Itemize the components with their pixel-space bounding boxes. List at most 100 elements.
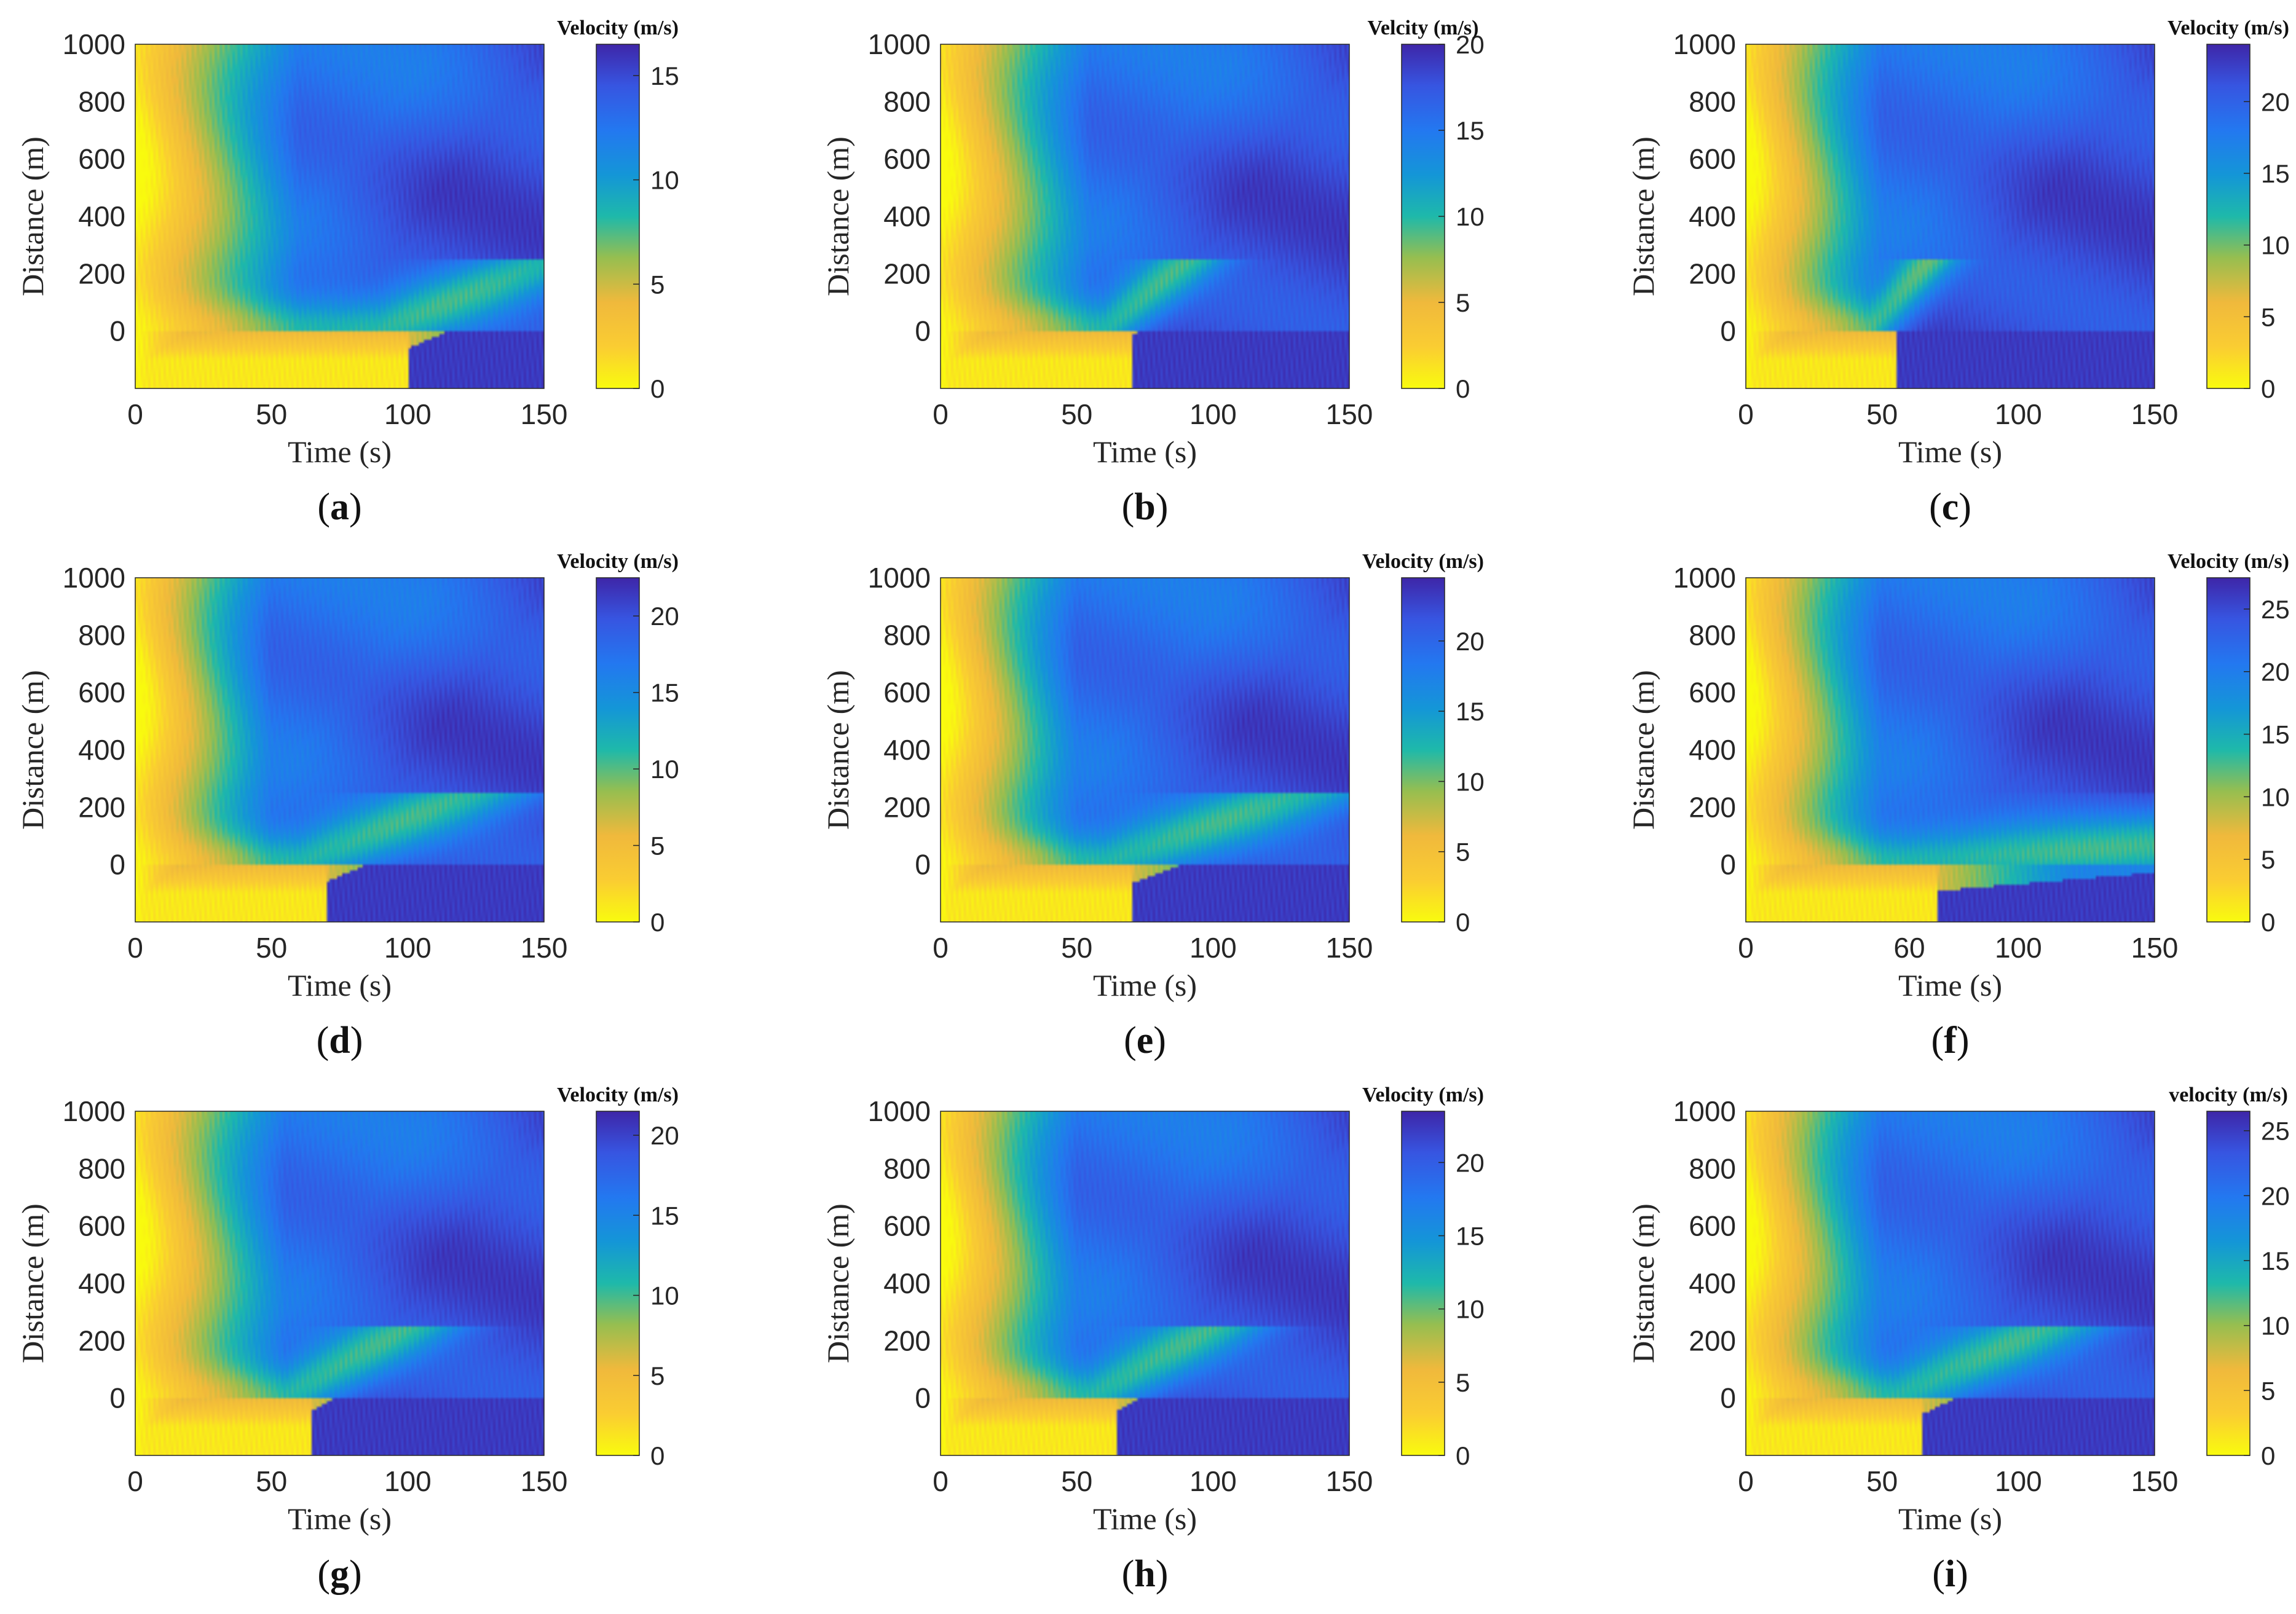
panel-caption-letter: h: [1134, 1553, 1156, 1595]
colorbar-title: Velocity (m/s): [1362, 1084, 1484, 1106]
x-tick-label: 150: [2131, 398, 2179, 430]
y-tick-label: 600: [78, 143, 125, 175]
heatmap-image: [1746, 1111, 2155, 1455]
y-axis-label: Distance (m): [1626, 670, 1660, 830]
heatmap-image: [941, 44, 1349, 388]
y-tick-label: 0: [1720, 315, 1736, 347]
y-tick-label: 1000: [63, 1095, 125, 1127]
y-tick-label: 800: [78, 85, 125, 117]
colorbar-tick-label: 15: [650, 61, 679, 90]
y-tick-label: 400: [1689, 734, 1736, 766]
colorbar: [2206, 577, 2251, 923]
heatmap-image: [135, 578, 544, 922]
plot-frame: [940, 44, 1350, 389]
y-axis-label: Distance (m): [15, 1203, 50, 1363]
colorbar-title: Velocity (m/s): [557, 550, 679, 573]
panel-caption-letter: c: [1941, 486, 1959, 528]
colorbar-tick-label: 20: [2261, 1181, 2290, 1210]
colorbar-tick-label: 25: [2261, 1117, 2290, 1146]
panel-caption-letter: e: [1136, 1020, 1154, 1061]
colorbar-tick-label: 0: [1456, 1441, 1470, 1470]
colorbar: [1401, 44, 1445, 389]
panel-caption-letter: b: [1134, 486, 1156, 528]
x-tick-label: 50: [1866, 398, 1898, 430]
y-axis-label: Distance (m): [821, 1203, 855, 1363]
x-tick-label: 0: [1738, 398, 1754, 430]
panel-caption-letter: g: [330, 1553, 349, 1595]
panel-caption: (h): [1121, 1553, 1169, 1595]
colorbar-tick-label: 5: [1456, 288, 1470, 317]
colorbar-tick-label: 0: [2261, 1441, 2275, 1470]
y-tick-label: 600: [78, 677, 125, 709]
y-tick-label: 200: [78, 1325, 125, 1356]
colorbar-tick-label: 10: [2261, 1312, 2290, 1340]
x-tick-label: 150: [2131, 1465, 2179, 1497]
x-tick-label: 100: [384, 398, 432, 430]
colorbar: [2206, 1111, 2251, 1456]
plot-frame: [135, 577, 545, 923]
y-tick-label: 800: [1689, 1152, 1736, 1184]
y-tick-label: 400: [1689, 200, 1736, 232]
colorbar-tick-label: 20: [2261, 87, 2290, 116]
y-tick-label: 200: [883, 1325, 931, 1356]
colorbar-title: Velcity (m/s): [1368, 17, 1479, 39]
panel-caption: (f): [1931, 1020, 1970, 1061]
x-tick-label: 50: [1061, 932, 1092, 964]
heatmap-image: [941, 1111, 1349, 1455]
colorbar-tick-label: 20: [1456, 627, 1485, 656]
y-tick-label: 800: [883, 1152, 931, 1184]
y-tick-label: 400: [78, 734, 125, 766]
colorbar: [1401, 1111, 1445, 1456]
colorbar-tick-label: 15: [1456, 697, 1485, 726]
x-tick-label: 50: [256, 398, 287, 430]
x-tick-label: 0: [1738, 932, 1754, 964]
colorbar-tick-label: 20: [1456, 30, 1485, 59]
x-axis-label: Time (s): [1898, 968, 2002, 1002]
plot-frame: [940, 577, 1350, 923]
y-axis-label: Distance (m): [821, 136, 855, 296]
panel-caption-letter: i: [1944, 1553, 1956, 1595]
y-axis-label: Distance (m): [1626, 1203, 1660, 1363]
y-tick-label: 1000: [868, 562, 931, 594]
heatmap-image: [1746, 44, 2155, 388]
colorbar-tick-label: 5: [650, 270, 665, 299]
y-tick-label: 400: [1689, 1267, 1736, 1299]
panel-caption: (d): [316, 1020, 363, 1061]
x-axis-label: Time (s): [1898, 435, 2002, 469]
x-tick-label: 100: [1189, 1465, 1237, 1497]
colorbar-title: Velocity (m/s): [2168, 17, 2289, 39]
colorbar-title: Velocity (m/s): [557, 17, 679, 39]
heatmap-image: [135, 44, 544, 388]
x-tick-label: 50: [1061, 1465, 1092, 1497]
x-tick-label: 0: [933, 932, 949, 964]
y-tick-label: 1000: [1673, 1095, 1736, 1127]
x-tick-label: 100: [1995, 932, 2042, 964]
colorbar-tick-label: 0: [2261, 908, 2275, 937]
panel-caption: (i): [1932, 1553, 1968, 1595]
x-tick-label: 0: [127, 932, 143, 964]
y-tick-label: 600: [1689, 143, 1736, 175]
x-axis-label: Time (s): [288, 968, 392, 1002]
colorbar-tick-label: 15: [650, 679, 679, 707]
y-tick-label: 200: [883, 258, 931, 289]
y-tick-label: 800: [78, 1152, 125, 1184]
y-tick-label: 1000: [1673, 28, 1736, 60]
y-tick-label: 200: [883, 791, 931, 823]
x-tick-label: 150: [1326, 398, 1373, 430]
x-axis-label: Time (s): [1093, 1502, 1197, 1536]
colorbar-tick-label: 10: [650, 755, 679, 784]
heatmap-image: [135, 1111, 544, 1455]
colorbar-tick-label: 5: [2261, 845, 2275, 874]
y-tick-label: 800: [883, 619, 931, 651]
y-tick-label: 0: [109, 1382, 125, 1414]
x-tick-label: 100: [1995, 1465, 2042, 1497]
x-tick-label: 50: [1061, 398, 1092, 430]
colorbar-tick-label: 20: [650, 602, 679, 631]
y-tick-label: 800: [1689, 619, 1736, 651]
y-tick-label: 0: [1720, 1382, 1736, 1414]
colorbar-tick-label: 5: [2261, 302, 2275, 331]
y-tick-label: 1000: [868, 28, 931, 60]
